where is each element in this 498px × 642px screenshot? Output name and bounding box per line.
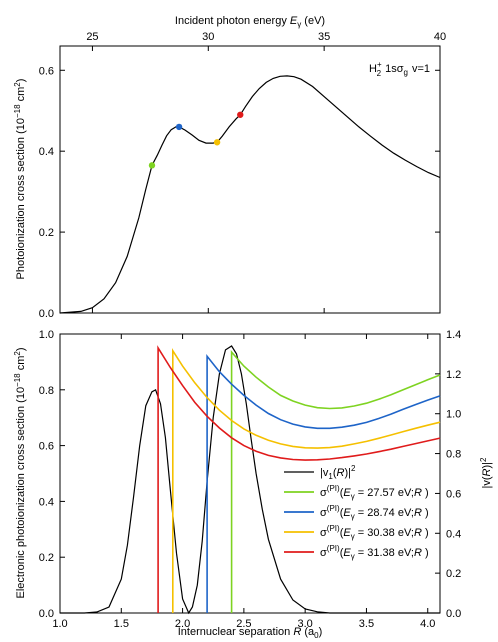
legend-entry: σ(PI)(Eγ = 30.38 eV;R )	[320, 524, 429, 541]
bottom-right-y-tick-label: 0.8	[446, 449, 461, 461]
top-y-tick-label: 0.2	[39, 227, 54, 239]
top-panel: 25 30 35 40 0.0 0.2 0.4 0.6 Incident photon ene…	[13, 15, 446, 320]
bottom-y-tick-label: 1.0	[39, 329, 54, 341]
top-y-tick-label: 0.0	[39, 308, 54, 320]
bottom-right-y-tick-label: 1.4	[446, 329, 461, 341]
bottom-y-tick-label: 0.6	[39, 441, 54, 453]
bottom-y-tick-label: 0.0	[39, 608, 54, 620]
energy-marker	[213, 139, 221, 146]
electronic-cross-section-curve	[172, 347, 441, 613]
bottom-plot-frame	[59, 333, 441, 614]
photoionization-curve	[59, 75, 441, 314]
bottom-series	[60, 345, 441, 615]
energy-marker	[237, 111, 244, 118]
electronic-cross-section-curve	[206, 354, 441, 613]
bottom-x-tick-label: 2.5	[236, 618, 251, 630]
top-ticks: 25 30 35 40 0.0 0.2 0.4 0.6	[39, 31, 446, 320]
bottom-x-tick-label: 1.5	[114, 618, 129, 630]
legend: |v1(R)|2 σ(PI)(Eγ = 27.57 eV;R ) σ(PI)(Eγ …	[284, 464, 429, 561]
bottom-x-tick-label: 1.0	[52, 618, 67, 630]
energy-marker	[148, 162, 156, 169]
top-markers	[148, 111, 244, 169]
bottom-y-axis-title: Electronic photoionization cross section…	[13, 348, 27, 599]
top-x-tick-label: 30	[202, 31, 214, 43]
bottom-right-y-axis-title: |v(R)|2	[479, 457, 493, 489]
bottom-x-tick-label: 4.0	[420, 618, 435, 630]
top-x-tick-label: 25	[86, 31, 98, 43]
energy-marker	[175, 123, 183, 131]
bottom-y-tick-label: 0.8	[39, 385, 54, 397]
bottom-right-y-tick-label: 0.0	[446, 608, 461, 620]
legend-entry: |v1(R)|2	[320, 464, 356, 481]
bottom-right-y-tick-label: 0.4	[446, 528, 461, 540]
bottom-x-tick-label: 3.0	[298, 618, 313, 630]
vibrational-density-curve	[60, 345, 440, 615]
bottom-right-y-tick-label: 1.0	[446, 409, 461, 421]
bottom-panel: 1.0 1.5 2.0 2.5 3.0 3.5 4.00.00.20.40.60.81.00…	[13, 329, 493, 640]
legend-entry: σ(PI)(Eγ = 27.57 eV;R )	[320, 484, 429, 501]
bottom-ticks: 1.0 1.5 2.0 2.5 3.0 3.5 4.00.00.20.40.60.81.00…	[39, 329, 462, 630]
molecule-state-annotation: H+ 2 1sσg v=1	[369, 60, 430, 78]
bottom-right-y-tick-label: 0.6	[446, 488, 461, 500]
top-y-tick-label: 0.6	[39, 65, 54, 77]
legend-entry: σ(PI)(Eγ = 31.38 eV;R )	[320, 544, 429, 561]
top-x-tick-label: 35	[318, 31, 330, 43]
top-y-axis-title: Photoionization cross section (10−18 cm2…	[13, 79, 27, 280]
bottom-right-y-tick-label: 0.2	[446, 568, 461, 580]
top-plot-frame	[59, 45, 441, 314]
top-y-tick-label: 0.4	[39, 146, 54, 158]
bottom-y-tick-label: 0.2	[39, 552, 54, 564]
legend-entry: σ(PI)(Eγ = 28.74 eV;R )	[320, 504, 429, 521]
bottom-right-y-tick-label: 1.2	[446, 369, 461, 381]
bottom-x-axis-title: Internuclear separation R (a0)	[178, 626, 323, 640]
electronic-cross-section-curve	[157, 345, 441, 613]
bottom-y-tick-label: 0.4	[39, 496, 54, 508]
top-x-axis-title: Incident photon energy Eγ (eV)	[175, 15, 325, 29]
bottom-x-tick-label: 3.5	[359, 618, 374, 630]
electronic-cross-section-curve	[230, 349, 441, 613]
top-x-tick-label: 40	[434, 31, 446, 43]
top-series	[59, 75, 441, 314]
bottom-x-tick-label: 2.0	[175, 618, 190, 630]
